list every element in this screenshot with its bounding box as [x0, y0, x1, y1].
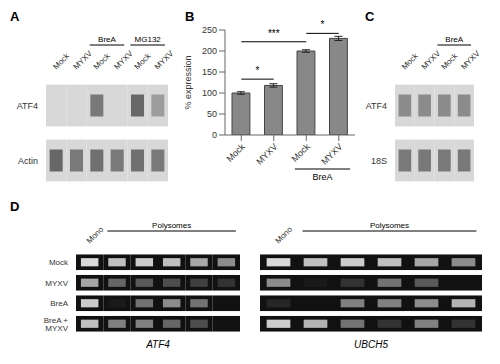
svg-text:150: 150	[202, 67, 217, 77]
svg-text:Mono: Mono	[85, 225, 106, 246]
svg-text:***: ***	[268, 28, 280, 39]
svg-text:Mock: Mock	[133, 51, 154, 72]
svg-text:Mock: Mock	[92, 51, 113, 72]
svg-text:MYXV: MYXV	[254, 142, 279, 167]
svg-text:Mock: Mock	[400, 51, 421, 72]
svg-text:MYXV: MYXV	[72, 49, 95, 72]
svg-text:BreA: BreA	[98, 35, 116, 44]
svg-text:100: 100	[202, 88, 217, 98]
svg-text:B: B	[185, 9, 194, 24]
svg-text:0: 0	[212, 130, 217, 140]
svg-text:Mock: Mock	[51, 51, 72, 72]
svg-text:D: D	[10, 199, 19, 214]
svg-text:MYXV: MYXV	[420, 49, 443, 72]
svg-text:Mono: Mono	[274, 225, 295, 246]
svg-text:MYXV: MYXV	[112, 49, 135, 72]
svg-text:BreA: BreA	[50, 299, 68, 308]
svg-text:UBCH5: UBCH5	[354, 339, 388, 350]
svg-text:Polysomes: Polysomes	[370, 221, 409, 230]
svg-text:MYXV: MYXV	[319, 142, 344, 167]
svg-text:Mock: Mock	[290, 141, 313, 164]
svg-text:BreA: BreA	[445, 35, 463, 44]
svg-text:MYXV: MYXV	[459, 49, 482, 72]
svg-text:Mock: Mock	[439, 51, 460, 72]
svg-text:Actin: Actin	[18, 156, 38, 166]
svg-text:*: *	[256, 65, 260, 76]
svg-text:Mock: Mock	[225, 141, 248, 164]
svg-text:200: 200	[202, 46, 217, 56]
svg-text:ATF4: ATF4	[17, 101, 38, 111]
svg-text:MG132: MG132	[135, 35, 162, 44]
svg-text:MYXV: MYXV	[153, 49, 176, 72]
svg-text:BreA +MYXV: BreA +MYXV	[44, 316, 69, 333]
svg-text:A: A	[10, 9, 20, 24]
svg-text:250: 250	[202, 25, 217, 35]
svg-text:18S: 18S	[371, 156, 387, 166]
svg-text:C: C	[365, 9, 375, 24]
svg-text:ATF4: ATF4	[145, 339, 170, 350]
svg-text:Mock: Mock	[49, 258, 69, 267]
svg-text:Polysomes: Polysomes	[152, 221, 191, 230]
svg-text:50: 50	[207, 109, 217, 119]
svg-text:MYXV: MYXV	[45, 279, 68, 288]
svg-text:*: *	[321, 19, 325, 30]
svg-text:% expression: % expression	[183, 55, 193, 109]
svg-text:ATF4: ATF4	[366, 101, 387, 111]
svg-text:BreA: BreA	[312, 172, 332, 182]
